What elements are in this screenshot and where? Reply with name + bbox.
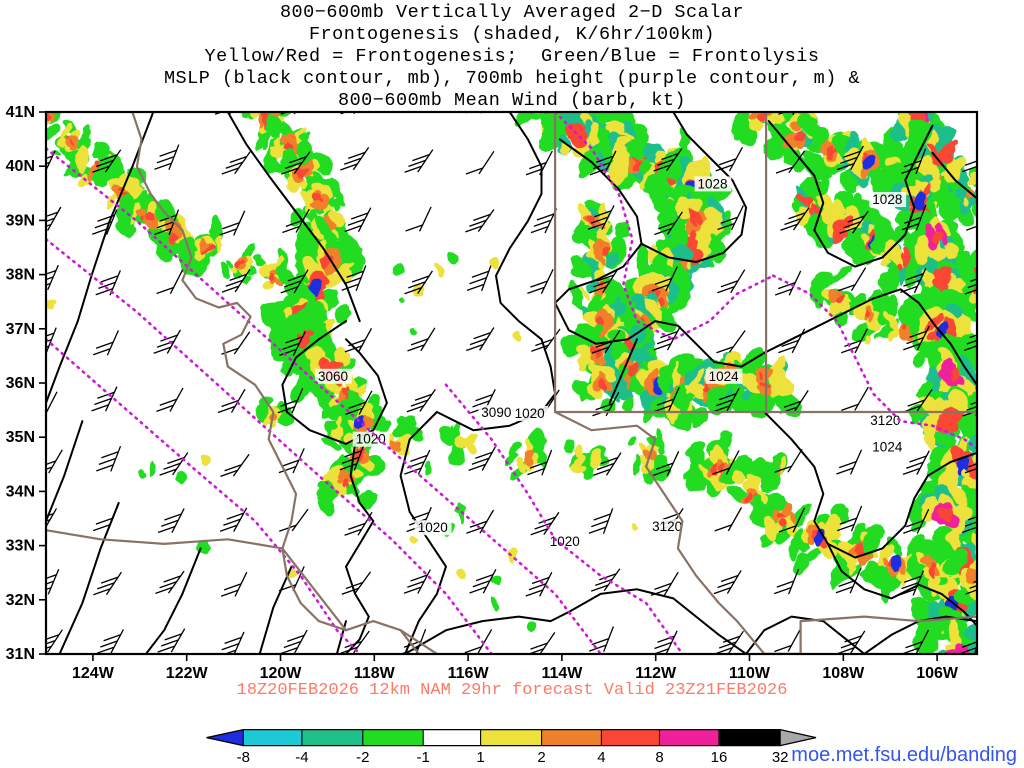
svg-text:32: 32 bbox=[772, 749, 789, 766]
svg-text:3090: 3090 bbox=[481, 405, 511, 420]
svg-text:-2: -2 bbox=[356, 749, 369, 766]
svg-text:1024: 1024 bbox=[709, 369, 740, 384]
svg-text:2: 2 bbox=[537, 749, 545, 766]
svg-text:39N: 39N bbox=[6, 212, 35, 229]
svg-text:116W: 116W bbox=[448, 665, 490, 682]
svg-text:31N: 31N bbox=[6, 646, 35, 663]
svg-text:122W: 122W bbox=[166, 665, 209, 682]
svg-text:1020: 1020 bbox=[515, 406, 545, 421]
svg-text:32N: 32N bbox=[6, 592, 35, 609]
svg-text:41N: 41N bbox=[6, 104, 35, 121]
svg-text:114W: 114W bbox=[541, 665, 583, 682]
svg-text:1028: 1028 bbox=[872, 192, 902, 207]
svg-text:38N: 38N bbox=[6, 267, 35, 284]
svg-text:36N: 36N bbox=[6, 375, 35, 392]
svg-text:110W: 110W bbox=[729, 665, 771, 682]
svg-text:4: 4 bbox=[597, 749, 605, 766]
svg-text:8: 8 bbox=[655, 749, 663, 766]
svg-text:40N: 40N bbox=[6, 158, 35, 175]
svg-text:106W: 106W bbox=[916, 665, 959, 682]
svg-text:1024: 1024 bbox=[872, 440, 903, 455]
svg-text:3120: 3120 bbox=[870, 413, 900, 428]
svg-text:37N: 37N bbox=[6, 321, 35, 338]
svg-text:3120: 3120 bbox=[652, 519, 682, 534]
svg-text:124W: 124W bbox=[72, 665, 115, 682]
svg-text:120W: 120W bbox=[260, 665, 303, 682]
svg-text:18Z20FEB2026 12km NAM 29hr for: 18Z20FEB2026 12km NAM 29hr forecast Vali… bbox=[237, 681, 788, 700]
svg-text:-1: -1 bbox=[417, 749, 430, 766]
svg-text:16: 16 bbox=[711, 749, 728, 766]
svg-text:1020: 1020 bbox=[418, 520, 448, 535]
svg-text:1028: 1028 bbox=[698, 176, 728, 191]
svg-text:35N: 35N bbox=[6, 429, 35, 446]
svg-text:33N: 33N bbox=[6, 538, 35, 555]
svg-text:112W: 112W bbox=[635, 665, 677, 682]
svg-text:34N: 34N bbox=[6, 483, 35, 500]
svg-text:3060: 3060 bbox=[318, 369, 348, 384]
svg-text:-8: -8 bbox=[237, 749, 250, 766]
svg-text:-4: -4 bbox=[295, 749, 308, 766]
svg-text:1020: 1020 bbox=[356, 432, 386, 447]
svg-text:118W: 118W bbox=[354, 665, 396, 682]
svg-text:108W: 108W bbox=[822, 665, 865, 682]
svg-text:moe.met.fsu.edu/banding: moe.met.fsu.edu/banding bbox=[791, 744, 1017, 766]
svg-text:1: 1 bbox=[476, 749, 484, 766]
